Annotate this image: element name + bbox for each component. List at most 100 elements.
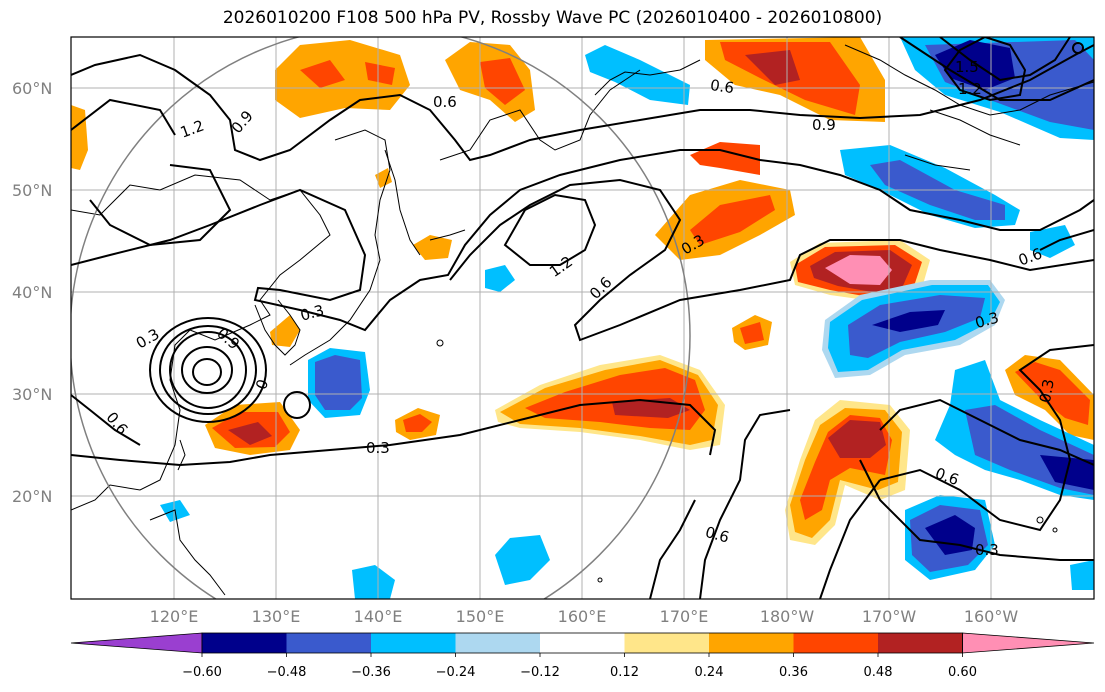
anomaly-bering-positive xyxy=(705,37,885,122)
lat-tick-label: 60°N xyxy=(12,79,52,98)
lon-tick-labels: 120°E 130°E 140°E 150°E 160°E 170°E 180°… xyxy=(150,607,1019,626)
lon-tick-label: 120°E xyxy=(150,607,199,626)
colorbar-label: −0.36 xyxy=(351,665,391,680)
contour-label: 0.6 xyxy=(703,523,731,547)
anomaly-small-positive-2 xyxy=(395,408,440,440)
colorbar-segment xyxy=(878,633,963,653)
contour-line xyxy=(879,344,1094,532)
lon-tick-label: 160°E xyxy=(558,607,607,626)
colorbar-segment xyxy=(202,633,287,653)
contour-label: 0.6 xyxy=(586,273,616,303)
contour-line xyxy=(89,164,232,247)
contour-line xyxy=(283,391,312,419)
contour-label: 1.5 xyxy=(955,58,979,76)
anomaly-mid-negative xyxy=(822,280,1005,378)
contour-label: 0.3 xyxy=(975,541,999,559)
colorbar-segment xyxy=(455,633,540,653)
anomaly-kamchatka-positive xyxy=(445,42,535,122)
colorbar: −0.60 −0.48 −0.36 −0.24 −0.12 0.12 0.24 … xyxy=(70,632,1095,680)
lon-tick-label: 130°E xyxy=(252,607,301,626)
lat-tick-labels: 20°N 30°N 40°N 50°N 60°N xyxy=(12,79,52,506)
pv-contours xyxy=(71,37,1094,599)
colorbar-label: 0.60 xyxy=(948,665,977,680)
contour-line xyxy=(71,149,1094,332)
contour-line xyxy=(899,37,1094,101)
contour-label: 0.9 xyxy=(812,116,836,134)
contour-label: 0.3 xyxy=(133,325,163,353)
anomaly-sakhalin-negative xyxy=(585,45,690,105)
contour-label: 0.6 xyxy=(433,93,457,111)
contour-label: 0 xyxy=(252,377,272,392)
contour-label: 0.6 xyxy=(709,76,735,97)
contour-label: 1.2 xyxy=(546,252,576,280)
contour-line xyxy=(879,398,1094,466)
contour-label: 1.2 xyxy=(958,80,982,98)
contour-line xyxy=(169,331,248,409)
anomaly-south-negative xyxy=(160,225,1094,599)
contour-line xyxy=(449,178,1094,342)
colorbar-segment xyxy=(540,633,625,653)
anomaly-kuril-positive xyxy=(375,168,452,260)
contour-label: 0.3 xyxy=(366,439,390,457)
lon-tick-label: 160°W xyxy=(964,607,1019,626)
colorbar-segment xyxy=(709,633,794,653)
colorbar-label: 0.12 xyxy=(610,665,639,680)
anomaly-japan-negative xyxy=(308,348,370,418)
contour-line xyxy=(181,346,234,394)
contour-line xyxy=(71,98,176,136)
contour-line xyxy=(71,44,1094,162)
contour-label: 0.6 xyxy=(933,464,962,489)
contour-line xyxy=(503,193,597,266)
anomaly-okhotsk-positive xyxy=(275,40,410,118)
contour-line xyxy=(149,317,268,423)
range-circle xyxy=(71,37,691,599)
colorbar-segment xyxy=(286,633,371,653)
colorbar-label: 0.48 xyxy=(864,665,893,680)
contour-line xyxy=(943,37,1027,102)
anomaly-sw-negative xyxy=(905,495,995,580)
colorbar-label: −0.24 xyxy=(436,665,476,680)
contour-line xyxy=(859,459,1094,561)
contour-line xyxy=(819,479,881,599)
anomaly-korea-positive xyxy=(270,315,300,347)
colorbar-segment xyxy=(962,632,1095,654)
contour-line xyxy=(649,499,696,599)
colorbar-segment xyxy=(70,632,203,654)
lat-tick-label: 50°N xyxy=(12,181,52,200)
anomaly-hawaii-positive xyxy=(785,400,910,545)
contour-line xyxy=(159,325,258,415)
lat-tick-label: 40°N xyxy=(12,283,52,302)
lon-tick-label: 180°W xyxy=(760,607,815,626)
contour-label: 0.6 xyxy=(102,408,131,438)
anomaly-west-edge-positive xyxy=(71,105,88,170)
colorbar-segment xyxy=(371,633,456,653)
colorbar-label: −0.48 xyxy=(267,665,307,680)
lon-tick-label: 170°E xyxy=(660,607,709,626)
lat-tick-label: 20°N xyxy=(12,487,52,506)
anomaly-small-positive-1 xyxy=(732,315,772,350)
colorbar-label: −0.12 xyxy=(520,665,560,680)
contour-line xyxy=(71,398,717,467)
lon-tick-label: 140°E xyxy=(354,607,403,626)
contour-line xyxy=(71,394,141,446)
contour-line xyxy=(1039,229,1094,251)
contour-line xyxy=(192,358,223,386)
contour-line xyxy=(699,409,791,599)
colorbar-label: −0.60 xyxy=(182,665,222,680)
lat-tick-label: 30°N xyxy=(12,385,52,404)
colorbar-segment xyxy=(624,633,709,653)
lon-tick-label: 150°E xyxy=(456,607,505,626)
contour-label: 0.3 xyxy=(298,301,326,325)
anomaly-gulf-negative xyxy=(840,145,1020,228)
contour-label: 0.3 xyxy=(973,308,1001,332)
colorbar-segment xyxy=(793,633,878,653)
contour-label: 1.2 xyxy=(178,117,207,142)
colorbar-label: 0.36 xyxy=(779,665,808,680)
anomaly-central-strong-positive xyxy=(790,240,930,302)
map-title: 2026010200 F108 500 hPa PV, Rossby Wave … xyxy=(222,8,883,28)
lon-tick-label: 170°W xyxy=(862,607,917,626)
contour-label: 0.3 xyxy=(1036,378,1058,405)
map-frame xyxy=(70,36,1095,600)
colorbar-label: 0.24 xyxy=(695,665,724,680)
